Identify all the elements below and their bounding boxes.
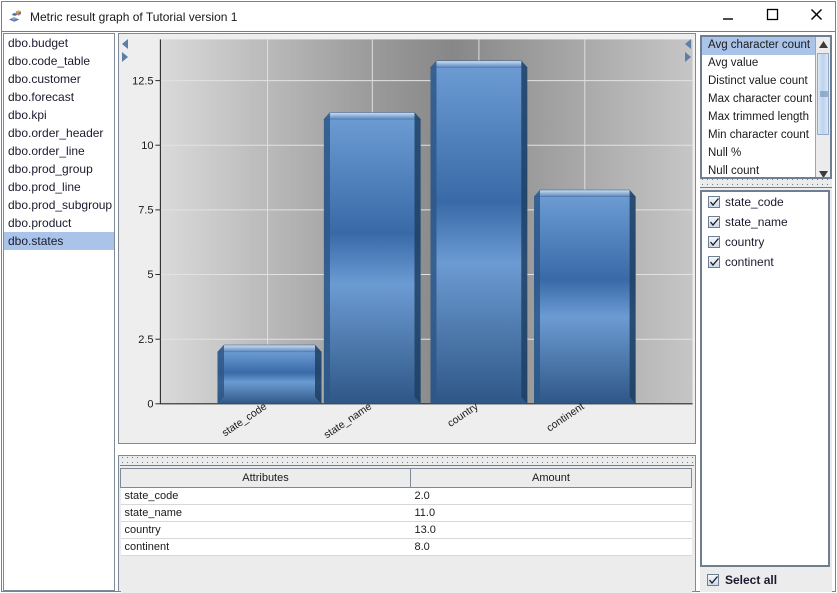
svg-text:state_code: state_code [220,400,269,439]
svg-text:state_name: state_name [322,400,374,441]
svg-text:5: 5 [147,269,153,281]
svg-text:0: 0 [147,399,153,411]
svg-text:country: country [445,400,481,430]
svg-text:10: 10 [141,140,153,152]
svg-text:7.5: 7.5 [138,205,153,217]
svg-text:2.5: 2.5 [138,334,153,346]
svg-text:continent: continent [544,400,586,434]
svg-text:12.5: 12.5 [132,75,153,87]
